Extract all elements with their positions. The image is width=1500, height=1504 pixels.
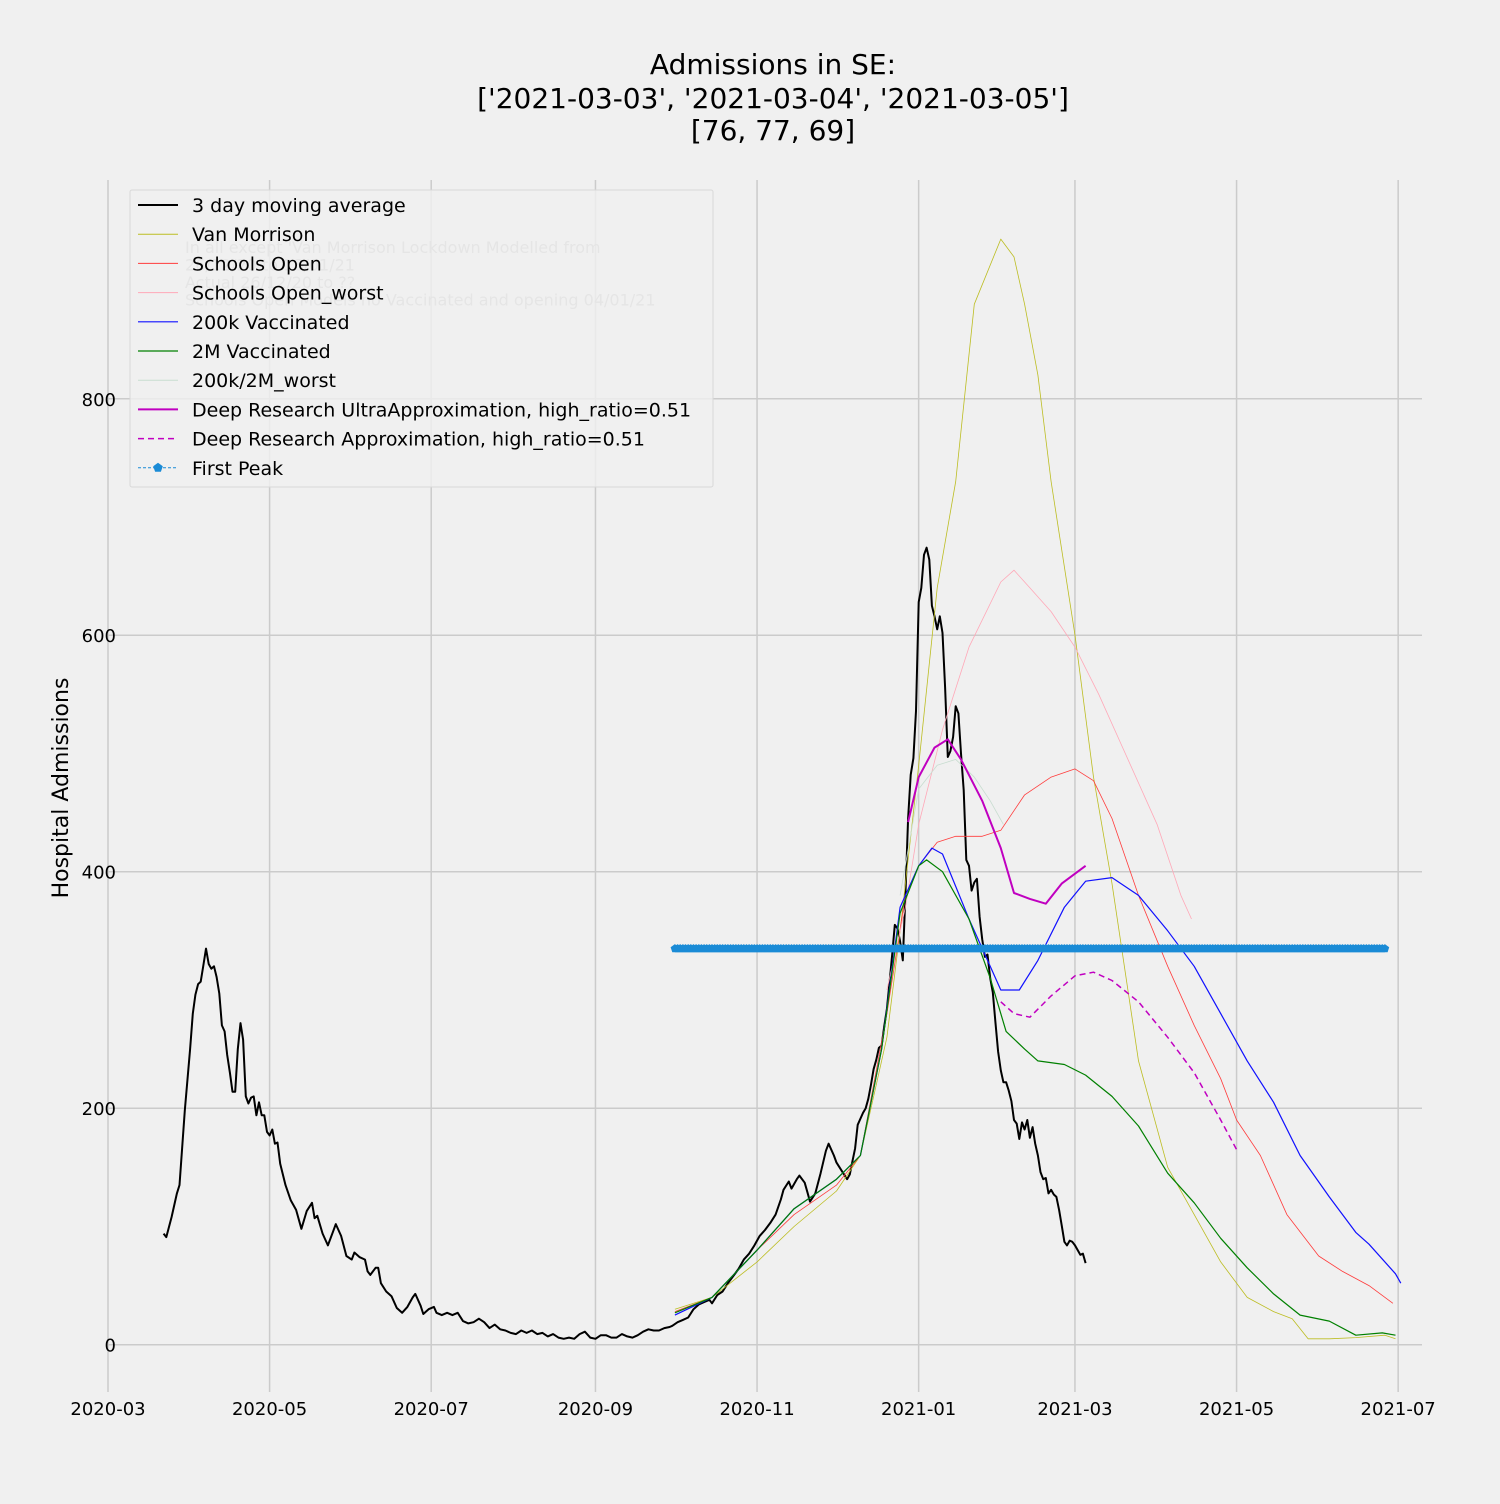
series-deep-research-ultraapproximation-high-ratio-0-51 <box>907 738 1087 905</box>
chart-title: Admissions in SE: ['2021-03-03', '2021-0… <box>477 48 1069 147</box>
legend-entry: 3 day moving average <box>138 195 406 217</box>
legend-label: Van Morrison <box>192 224 315 246</box>
x-tick-label: 2020-03 <box>70 1399 145 1420</box>
x-tick-label: 2021-05 <box>1199 1399 1274 1420</box>
grid <box>107 180 1422 1392</box>
legend-entry: 2M Vaccinated <box>138 341 331 363</box>
series-3-day-moving-average <box>162 546 1087 1340</box>
legend-label: Schools Open <box>192 253 322 275</box>
legend-entry: Deep Research UltraApproximation, high_r… <box>138 399 691 421</box>
series-schools-open-worst <box>886 569 1192 991</box>
legend-marker <box>153 462 163 472</box>
title-line-2: ['2021-03-03', '2021-03-04', '2021-03-05… <box>477 82 1069 115</box>
legend-box <box>129 189 714 488</box>
legend-entry: Van Morrison <box>138 224 315 246</box>
series-2m-vaccinated <box>674 859 1396 1336</box>
legend-label: 3 day moving average <box>192 195 406 217</box>
series-deep-research-approximation-high-ratio-0-51 <box>1000 971 1238 1150</box>
y-tick-label: 600 <box>82 626 116 647</box>
y-tick-label: 200 <box>82 1099 116 1120</box>
y-tick-label: 400 <box>82 863 116 884</box>
legend-entry: 200k/2M_worst <box>138 370 336 392</box>
legend-label: 200k Vaccinated <box>192 312 350 334</box>
series-200k-2m-worst <box>899 759 1004 896</box>
x-tick-label: 2020-11 <box>719 1399 794 1420</box>
legend: 3 day moving average Van Morrison Schools … <box>129 189 714 488</box>
legend-label: First Peak <box>192 458 283 480</box>
legend-entry: Schools Open_worst <box>138 283 384 305</box>
series-200k-vaccinated <box>674 847 1402 1316</box>
y-tick-label: 0 <box>105 1336 116 1357</box>
x-tick-label: 2021-01 <box>881 1399 956 1420</box>
legend-entry: Schools Open <box>138 253 322 275</box>
x-tick-label: 2020-09 <box>558 1399 633 1420</box>
legend-label: 200k/2M_worst <box>192 370 336 392</box>
x-tick-label: 2021-03 <box>1037 1399 1112 1420</box>
series-layer <box>162 238 1402 1340</box>
x-tick-label: 2020-05 <box>232 1399 307 1420</box>
series-schools-open <box>674 768 1394 1312</box>
legend-entry: First Peak <box>138 458 283 480</box>
legend-entry: 200k Vaccinated <box>138 312 350 334</box>
series-van-morrison <box>674 238 1396 1340</box>
y-tick-label: 800 <box>82 390 116 411</box>
y-axis: 0 200 400 600 800 <box>82 390 116 1357</box>
title-line-1: Admissions in SE: <box>650 48 896 81</box>
legend-label: 2M Vaccinated <box>192 341 331 363</box>
legend-label: Deep Research UltraApproximation, high_r… <box>192 399 691 421</box>
legend-label: Schools Open_worst <box>192 283 384 305</box>
first-peak-marker <box>1380 944 1390 953</box>
y-axis-label: Hospital Admissions <box>49 678 74 899</box>
x-tick-label: 2020-07 <box>394 1399 469 1420</box>
legend-label: Deep Research Approximation, high_ratio=… <box>192 429 645 451</box>
series-first-peak <box>670 944 1390 953</box>
legend-entry: Deep Research Approximation, high_ratio=… <box>138 429 645 451</box>
x-tick-label: 2021-07 <box>1361 1399 1436 1420</box>
title-line-3: [76, 77, 69] <box>691 114 855 147</box>
x-axis: 2020-03 2020-05 2020-07 2020-09 2020-11 2021-… <box>70 1399 1435 1420</box>
